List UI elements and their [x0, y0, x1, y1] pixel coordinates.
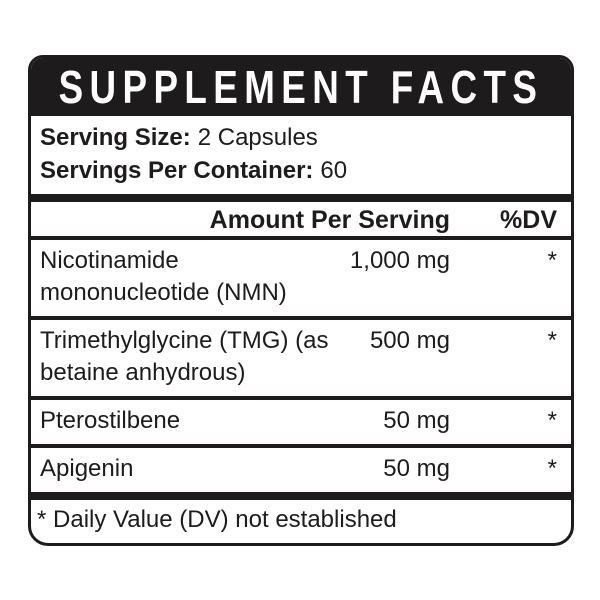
ingredient-name: Trimethylglycine (TMG) (as betaine anhyd… [40, 327, 329, 386]
ingredient-name: Pterostilbene [40, 407, 181, 434]
percent-dv-header: %DV [500, 206, 557, 234]
servings-per-container-label: Servings Per Container: [40, 157, 314, 184]
serving-size-value: 2 Capsules [197, 124, 318, 151]
ingredient-dv-asterisk: * [547, 455, 557, 482]
table-header-row: Amount Per Serving %DV [31, 202, 571, 236]
supplement-facts-label: SUPPLEMENT FACTS Serving Size: 2 Capsules… [28, 55, 574, 546]
ingredient-dv-asterisk: * [547, 407, 557, 434]
ingredient-row-apigenin: Apigenin 50 mg * [31, 448, 571, 492]
divider-thick-top [31, 194, 571, 202]
ingredient-dv-asterisk: * [547, 327, 557, 354]
serving-info: Serving Size: 2 Capsules Servings Per Con… [31, 116, 571, 194]
servings-per-container-line: Servings Per Container: 60 [40, 154, 557, 187]
ingredient-amount: 50 mg [383, 407, 450, 434]
divider-thick-bottom [31, 492, 571, 500]
divider-thin [31, 316, 571, 320]
divider-thin [31, 444, 571, 448]
ingredient-name: Nicotinamide mononucleotide (NMN) [40, 247, 287, 306]
ingredient-amount: 50 mg [383, 455, 450, 482]
ingredient-row-nmn: Nicotinamide mononucleotide (NMN) 1,000 … [31, 240, 571, 316]
amount-per-serving-header: Amount Per Serving [209, 206, 450, 234]
ingredient-dv-asterisk: * [547, 247, 557, 274]
ingredient-name: Apigenin [40, 455, 134, 482]
serving-size-line: Serving Size: 2 Capsules [40, 121, 557, 154]
ingredient-row-tmg: Trimethylglycine (TMG) (as betaine anhyd… [31, 320, 571, 396]
daily-value-footnote: * Daily Value (DV) not established [37, 506, 397, 533]
ingredient-amount: 500 mg [369, 327, 450, 354]
ingredient-amount: 1,000 mg [349, 247, 450, 274]
label-title: SUPPLEMENT FACTS [58, 61, 544, 113]
label-header-band: SUPPLEMENT FACTS [31, 58, 571, 116]
divider-thin [31, 396, 571, 400]
serving-size-label: Serving Size: [40, 124, 191, 151]
ingredient-row-pterostilbene: Pterostilbene 50 mg * [31, 400, 571, 444]
divider-thin [31, 236, 571, 240]
servings-per-container-value: 60 [320, 157, 348, 184]
